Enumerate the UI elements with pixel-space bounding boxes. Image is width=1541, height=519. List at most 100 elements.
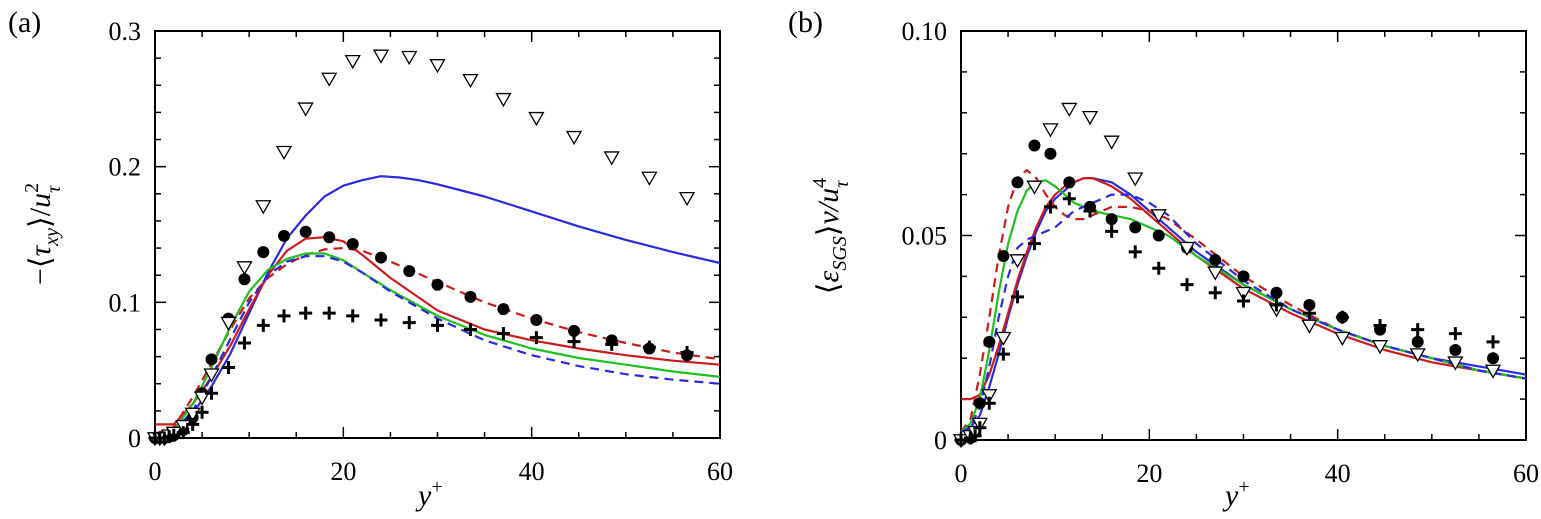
plus-marker — [1237, 294, 1250, 308]
triangle-marker — [1207, 266, 1224, 281]
series-line-3 — [154, 247, 721, 435]
circle-marker — [973, 397, 986, 410]
plus-marker — [996, 347, 1010, 361]
triangle-marker — [995, 331, 1012, 347]
circle-marker — [1303, 299, 1316, 312]
plus-marker — [221, 360, 235, 374]
triangle-marker — [1178, 241, 1196, 257]
plus-marker — [346, 309, 360, 323]
triangle-marker — [1026, 180, 1043, 195]
plus-marker — [374, 313, 388, 327]
triangle-marker — [528, 111, 545, 127]
x-tick-label: 20 — [330, 457, 356, 486]
plus-marker — [256, 318, 270, 332]
plus-marker — [1486, 335, 1500, 349]
circle-marker — [1487, 352, 1500, 365]
panel-b-xtick-labels: 0 20 40 60 — [955, 459, 1540, 488]
panel-b: (b) 0 20 40 60 0 0.05 0.10 y+ ⟨εSGS⟩ν/u4τ — [788, 6, 1539, 512]
plus-marker — [1448, 327, 1462, 341]
plus-marker — [237, 336, 251, 350]
y-tick-label: 0.1 — [109, 288, 142, 317]
x-tick-label: 60 — [1513, 459, 1539, 488]
circle-marker — [299, 225, 312, 238]
triangle-marker — [1009, 254, 1026, 269]
panel-a-markers — [146, 49, 696, 447]
plus-marker — [1411, 323, 1425, 337]
plus-marker — [968, 429, 982, 443]
triangle-marker — [495, 92, 512, 108]
circle-marker — [1270, 286, 1283, 299]
x-tick-label: 0 — [955, 459, 968, 488]
triangle-marker — [1301, 319, 1318, 334]
triangle-marker — [344, 54, 361, 70]
triangle-marker — [565, 130, 583, 146]
panel-a-label: (a) — [8, 6, 41, 39]
plus-marker — [954, 433, 968, 447]
panel-b-plot-frame — [960, 30, 1527, 441]
circle-marker — [1011, 176, 1024, 189]
series-line-5 — [960, 193, 1527, 433]
triangle-marker — [603, 151, 620, 166]
circle-marker — [205, 353, 218, 366]
circle-marker — [1237, 270, 1250, 283]
triangle-marker — [1447, 356, 1464, 371]
triangle-marker — [297, 102, 314, 117]
plus-marker — [605, 337, 619, 351]
plus-marker — [1302, 306, 1316, 320]
plus-marker — [1043, 200, 1057, 214]
plus-marker — [176, 426, 190, 440]
x-tick-label: 40 — [1325, 459, 1351, 488]
plus-marker — [1027, 237, 1041, 251]
circle-marker — [403, 265, 416, 278]
plus-marker — [1128, 245, 1142, 259]
circle-marker — [323, 231, 336, 244]
circle-marker — [1209, 254, 1222, 267]
triangle-marker — [981, 389, 998, 404]
circle-marker — [997, 249, 1010, 262]
y-tick-label: 0 — [934, 426, 947, 455]
panel-b-ytick-labels: 0 0.05 0.10 — [902, 17, 948, 455]
plus-marker — [680, 346, 694, 360]
triangle-marker — [372, 49, 390, 64]
plus-marker — [299, 306, 313, 320]
triangle-marker — [641, 171, 658, 186]
plus-marker — [642, 340, 656, 354]
x-tick-label: 0 — [149, 457, 162, 486]
plus-marker — [322, 306, 336, 320]
panel-b-y-axis-label: ⟨εSGS⟩ν/u4τ — [809, 178, 853, 294]
circle-marker — [464, 290, 477, 303]
y-tick-label: 0.3 — [109, 17, 142, 46]
triangle-marker — [220, 316, 237, 331]
plus-marker — [463, 322, 477, 336]
circle-marker — [568, 324, 581, 337]
y-tick-label: 0 — [128, 424, 141, 453]
triangle-marker — [1061, 102, 1078, 118]
triangle-marker — [1150, 209, 1167, 224]
triangle-marker — [1484, 364, 1502, 379]
plus-marker — [1269, 298, 1283, 312]
triangle-marker — [429, 59, 446, 74]
y-tick-label: 0.10 — [902, 17, 948, 46]
circle-marker — [1129, 221, 1142, 234]
panel-a-x-axis-label: y+ — [415, 476, 443, 512]
plus-marker — [1011, 290, 1024, 304]
circle-marker — [1044, 147, 1057, 160]
circle-marker — [1152, 229, 1165, 242]
panel-a-xtick-labels: 0 20 40 60 — [149, 457, 734, 486]
triangle-marker — [1371, 340, 1389, 355]
plus-marker — [567, 335, 581, 349]
plus-marker — [1373, 318, 1387, 332]
circle-marker — [238, 273, 251, 286]
plus-marker — [982, 396, 996, 410]
triangle-marker — [1042, 123, 1059, 138]
panel-b-ticks — [960, 30, 1527, 441]
panel-b-label: (b) — [788, 6, 823, 39]
triangle-marker — [1334, 331, 1351, 347]
plus-marker — [167, 428, 181, 442]
x-tick-label: 60 — [707, 457, 733, 486]
y-tick-label: 0.05 — [902, 222, 948, 251]
triangle-marker — [401, 50, 418, 66]
plus-marker — [1208, 286, 1222, 300]
circle-marker — [1449, 344, 1462, 357]
